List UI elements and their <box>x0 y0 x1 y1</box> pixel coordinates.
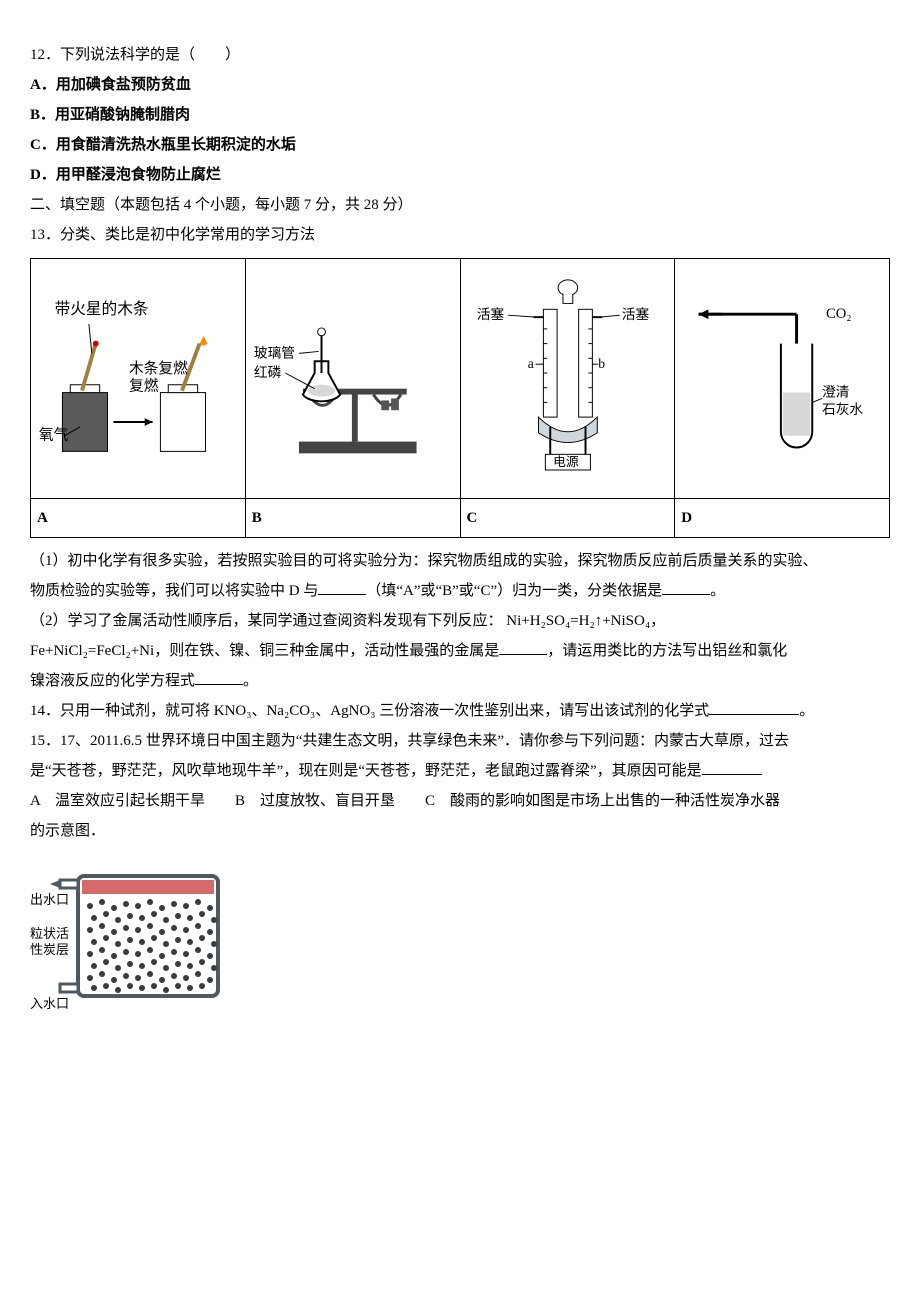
purifier-carbon-label-1: 粒状活 <box>30 926 69 941</box>
diagA-relight-label: 木条复燃 <box>129 359 188 377</box>
q12-stem: 12．下列说法科学的是（ ） <box>30 40 890 70</box>
q15-l1: 15．17、2011.6.5 世界环境日中国主题为“共建生态文明，共享绿色未来”… <box>30 726 890 756</box>
diagC-b: b <box>598 356 605 371</box>
blank-2[interactable] <box>662 579 710 595</box>
q13-stem: 13．分类、类比是初中化学常用的学习方法 <box>30 220 890 250</box>
diagram-b: 玻璃管 红磷 <box>250 263 456 483</box>
diagram-a: 带火星的木条 木条复燃 复燃 氧气 <box>35 263 241 483</box>
blank-6[interactable] <box>702 759 762 775</box>
blank-5[interactable] <box>709 699 799 715</box>
q13-p2b: Fe+NiCl₂=FeCl₂+Ni，则在铁、镍、铜三种金属中，活动性最强的金属是… <box>30 636 890 666</box>
diagD-lime-label-1: 澄清 <box>822 385 850 400</box>
diagB-p-label: 红磷 <box>254 365 282 380</box>
experiment-table: 带火星的木条 木条复燃 复燃 氧气 <box>30 258 890 538</box>
q15-opts: A 温室效应引起长期干旱 B 过度放牧、盲目开垦 C 酸雨的影响如图是市场上出售… <box>30 786 890 816</box>
diagram-d: CO₂ 澄清 石灰水 <box>679 263 885 483</box>
diagram-c: 电源 活塞 活塞 a b <box>465 263 671 483</box>
blank-1[interactable] <box>318 579 366 595</box>
cell-A: A <box>31 499 246 538</box>
q13-p2a: （2）学习了金属活动性顺序后，某同学通过查阅资料发现有下列反应： Ni+H₂SO… <box>30 606 890 636</box>
blank-4[interactable] <box>195 669 243 685</box>
section-2-heading: 二、填空题（本题包括 4 个小题，每小题 7 分，共 28 分） <box>30 190 890 220</box>
purifier-carbon-label-2: 性炭层 <box>30 942 69 957</box>
q12-opt-a: A．用加碘食盐预防贫血 <box>30 70 890 100</box>
svg-text:复燃: 复燃 <box>129 377 159 395</box>
diagD-co2-label: CO₂ <box>826 306 852 322</box>
q13-p1b-post: 。 <box>710 583 725 599</box>
q13-eq2: Fe+NiCl₂=FeCl₂+Ni <box>30 643 154 659</box>
diagA-splint-label: 带火星的木条 <box>55 300 149 318</box>
q12-opt-c: C．用食醋清洗热水瓶里长期积淀的水垢 <box>30 130 890 160</box>
q13-p2c: 镍溶液反应的化学方程式 。 <box>30 666 890 696</box>
diagD-lime-label-2: 石灰水 <box>822 402 863 417</box>
q13-p1b-mid: （填“A”或“B”或“C”）归为一类，分类依据是 <box>366 583 662 599</box>
q15-l2-pre: 是“天苍苍，野茫茫，风吹草地现牛羊”，现在则是“天苍苍，野茫茫，老鼠跑过露脊梁”… <box>30 763 702 779</box>
q13-p2c-post: 。 <box>243 673 258 689</box>
q13-p2a-text: （2）学习了金属活动性顺序后，某同学通过查阅资料发现有下列反应： <box>30 613 503 629</box>
q13-p2c-pre: 镍溶液反应的化学方程式 <box>30 673 195 689</box>
q13-p2b-pre: ，则在铁、镍、铜三种金属中，活动性最强的金属是 <box>154 643 499 659</box>
cell-D: D <box>675 499 890 538</box>
q15-l2: 是“天苍苍，野茫茫，风吹草地现牛羊”，现在则是“天苍苍，野茫茫，老鼠跑过露脊梁”… <box>30 756 890 786</box>
cell-B: B <box>245 499 460 538</box>
diagC-stopper-l: 活塞 <box>476 306 504 322</box>
q13-eq1: Ni+H₂SO₄=H₂↑+NiSO₄ <box>506 613 650 629</box>
purifier-out-label: 出水口 <box>30 892 69 907</box>
cell-C: C <box>460 499 675 538</box>
q13-p1a: （1）初中化学有很多实验，若按照实验目的可将实验分为：探究物质组成的实验，探究物… <box>30 546 890 576</box>
q14-post: 。 <box>799 703 814 719</box>
q12-opt-d: D．用甲醛浸泡食物防止腐烂 <box>30 160 890 190</box>
q15-l3: 的示意图． <box>30 816 890 846</box>
diagB-tube-label: 玻璃管 <box>254 344 295 360</box>
purifier-diagram: 出水口 粒状活 性炭层 入水口 <box>30 856 890 1027</box>
diagC-a: a <box>527 356 533 371</box>
q13-p2a-end: ， <box>650 613 665 629</box>
diagC-stopper-r: 活塞 <box>621 306 649 322</box>
diagA-o2-label: 氧气 <box>39 427 69 444</box>
q13-p1b: 物质检验的实验等，我们可以将实验中 D 与 （填“A”或“B”或“C”）归为一类，… <box>30 576 890 606</box>
q13-p2b-mid: ，请运用类比的方法写出铝丝和氯化 <box>547 643 787 659</box>
q12-opt-b: B．用亚硝酸钠腌制腊肉 <box>30 100 890 130</box>
q14-pre: 14．只用一种试剂，就可将 KNO₃、Na₂CO₃、AgNO₃ 三份溶液一次性鉴… <box>30 703 709 719</box>
q14: 14．只用一种试剂，就可将 KNO₃、Na₂CO₃、AgNO₃ 三份溶液一次性鉴… <box>30 696 890 726</box>
blank-3[interactable] <box>499 639 547 655</box>
q13-p1b-pre: 物质检验的实验等，我们可以将实验中 D 与 <box>30 583 318 599</box>
purifier-in-label: 入水口 <box>30 996 69 1011</box>
diagC-power-label: 电源 <box>553 455 579 469</box>
